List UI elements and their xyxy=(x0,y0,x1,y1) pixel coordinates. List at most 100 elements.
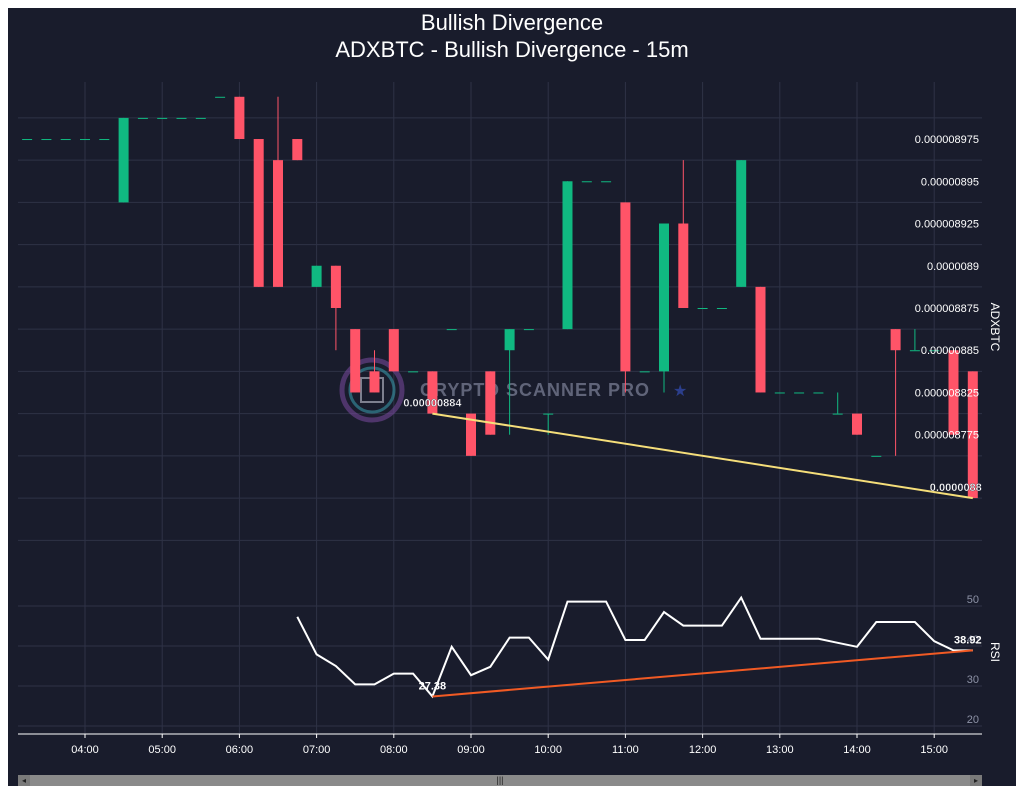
candle-body xyxy=(678,223,689,308)
rsi-tick-label: 20 xyxy=(967,714,979,726)
rsi-divergence-label: 27.38 xyxy=(419,680,447,692)
x-tick-label: 05:00 xyxy=(148,744,176,756)
candle-body xyxy=(639,371,650,373)
price-tick-label: 0.0000089 xyxy=(927,261,979,273)
x-tick-label: 10:00 xyxy=(534,744,562,756)
candle-body xyxy=(466,413,476,456)
price-tick-label: 0.00000885 xyxy=(921,345,979,357)
candle-body xyxy=(215,96,226,98)
candle-body xyxy=(408,371,419,373)
candle-body xyxy=(234,96,245,140)
candle-body xyxy=(80,139,90,141)
candle-body xyxy=(716,307,727,309)
watermark-logo-ring-icon xyxy=(348,366,396,414)
rsi-axis-title: RSI xyxy=(988,642,1002,662)
candle-body xyxy=(852,413,862,435)
x-tick-label: 15:00 xyxy=(920,744,948,756)
candle-body xyxy=(22,139,33,141)
x-tick-label: 14:00 xyxy=(843,744,871,756)
candle-body xyxy=(369,371,380,393)
chart-title: Bullish Divergence xyxy=(420,10,604,35)
candle-body xyxy=(890,329,901,351)
scroll-left-icon[interactable]: ◂ xyxy=(18,775,30,786)
x-tick-label: 06:00 xyxy=(226,744,254,756)
price-divergence-line xyxy=(432,412,973,500)
candle-body xyxy=(292,139,303,161)
candle-body xyxy=(137,117,148,119)
price-tick-label: 0.000008775 xyxy=(915,430,979,442)
candles: 0.00000884 0.0000088 xyxy=(22,96,982,500)
rsi-line xyxy=(296,595,973,699)
scroll-grip-icon[interactable]: ||| xyxy=(496,775,504,785)
candle-body xyxy=(948,350,959,435)
candle-body xyxy=(99,139,110,141)
candle-body xyxy=(41,139,52,141)
price-tick-label: 0.000008925 xyxy=(915,219,979,231)
candle-body xyxy=(543,413,554,415)
x-tick-label: 09:00 xyxy=(457,744,485,756)
candle-body xyxy=(832,413,843,415)
candle-body xyxy=(176,117,187,119)
watermark: CRYPTO SCANNER PRO ★ xyxy=(339,357,687,423)
price-tick-label: 0.000008825 xyxy=(915,387,979,399)
price-axis-labels: 0.000008975 0.00000895 0.000008925 0.000008… xyxy=(915,134,979,442)
candle-body xyxy=(794,392,805,394)
price-divergence-label: 0.00000884 xyxy=(403,398,462,410)
candle-body xyxy=(350,329,361,393)
candle-body xyxy=(871,455,882,457)
candle-body xyxy=(967,371,978,499)
watermark-logo-icon xyxy=(339,357,405,423)
candle-body xyxy=(929,350,940,352)
price-tick-label: 0.000008975 xyxy=(915,134,979,146)
candle-body xyxy=(562,181,573,330)
candle-body xyxy=(659,223,669,372)
candle-body xyxy=(157,117,168,119)
chart-subtitle: ADXBTC - Bullish Divergence - 15m xyxy=(335,37,689,62)
price-divergence-label: 0.0000088 xyxy=(930,482,982,494)
x-tick-label: 04:00 xyxy=(71,744,99,756)
candle-body xyxy=(736,160,747,287)
candle-body xyxy=(523,329,534,331)
price-tick-label: 0.00000895 xyxy=(921,176,979,188)
candle-body xyxy=(601,181,612,183)
candle-body xyxy=(253,139,264,287)
candle-body xyxy=(195,117,206,119)
candle-body xyxy=(813,392,824,394)
candle-body xyxy=(485,371,496,435)
x-tick-label: 12:00 xyxy=(689,744,717,756)
candle-body xyxy=(446,329,457,331)
candle-body xyxy=(118,117,129,203)
candle-body xyxy=(755,286,766,393)
candle-body xyxy=(427,371,438,414)
candle-body xyxy=(774,392,785,394)
watermark-star-icon: ★ xyxy=(673,383,687,400)
candle-body xyxy=(311,265,322,287)
candle-body xyxy=(620,202,631,372)
rsi-tick-label: 40 xyxy=(967,634,979,646)
candle-body xyxy=(388,329,399,372)
candle-body xyxy=(909,350,920,352)
candle-body xyxy=(273,160,283,287)
time-axis: 04:00 05:00 06:00 07:00 08:00 09:00 10:00 11:00… xyxy=(71,734,948,756)
rsi-panel: 20 30 40 50 27.38 38.92 xyxy=(296,594,982,726)
rsi-divergence-label: 38.92 xyxy=(954,634,982,646)
candle-body xyxy=(581,181,592,183)
rsi-tick-label: 50 xyxy=(967,594,979,606)
x-tick-label: 11:00 xyxy=(612,744,639,756)
watermark-text: CRYPTO SCANNER PRO xyxy=(420,380,650,400)
rsi-divergence-line xyxy=(432,649,973,698)
time-scrollbar[interactable]: ◂ ||| ▸ xyxy=(18,775,982,786)
candle-body xyxy=(330,265,341,308)
chart-frame xyxy=(8,8,1016,786)
price-axis-title: ADXBTC xyxy=(988,303,1002,352)
candle-body xyxy=(60,139,71,141)
price-tick-label: 0.000008875 xyxy=(915,303,979,315)
x-tick-label: 07:00 xyxy=(303,744,331,756)
scroll-right-icon[interactable]: ▸ xyxy=(970,775,982,786)
rsi-tick-label: 30 xyxy=(967,674,979,686)
candle-body xyxy=(504,329,515,351)
x-tick-label: 08:00 xyxy=(380,744,408,756)
candle-body xyxy=(697,307,708,309)
x-tick-label: 13:00 xyxy=(766,744,794,756)
